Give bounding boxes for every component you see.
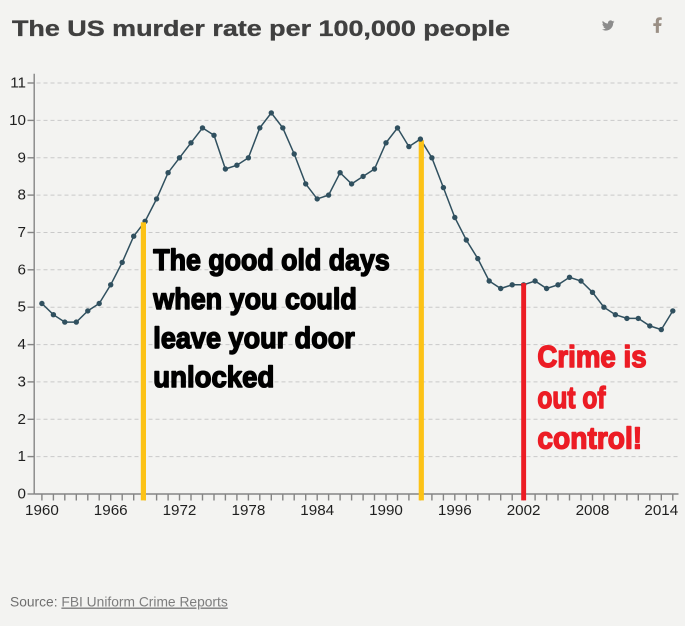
svg-text:1990: 1990: [369, 502, 403, 519]
svg-text:The US murder rate per 100,000: The US murder rate per 100,000 people: [12, 16, 510, 41]
svg-text:2: 2: [18, 411, 26, 428]
svg-text:control!: control!: [537, 421, 642, 456]
svg-text:5: 5: [18, 299, 26, 316]
svg-text:leave your door: leave your door: [153, 322, 355, 355]
svg-text:2002: 2002: [507, 502, 541, 519]
svg-text:6: 6: [18, 261, 26, 278]
svg-text:1984: 1984: [300, 502, 334, 519]
svg-text:7: 7: [18, 224, 26, 241]
svg-text:Source: FBI Uniform Crime Repo: Source: FBI Uniform Crime Reports: [10, 595, 228, 610]
svg-text:when you could: when you could: [152, 283, 356, 316]
svg-text:4: 4: [18, 336, 26, 353]
svg-text:8: 8: [18, 187, 26, 204]
svg-text:2008: 2008: [576, 502, 610, 519]
svg-text:1966: 1966: [94, 502, 128, 519]
svg-text:10: 10: [9, 112, 26, 129]
svg-text:out of: out of: [537, 380, 606, 415]
svg-text:Crime is: Crime is: [537, 339, 646, 374]
svg-text:11: 11: [10, 75, 26, 92]
svg-text:3: 3: [18, 373, 26, 390]
svg-text:1: 1: [18, 448, 26, 465]
svg-text:2014: 2014: [644, 502, 678, 519]
svg-text:1960: 1960: [25, 502, 59, 519]
svg-text:The good old days: The good old days: [153, 244, 389, 277]
svg-text:1978: 1978: [232, 502, 266, 519]
svg-text:1972: 1972: [163, 502, 197, 519]
svg-text:unlocked: unlocked: [153, 361, 274, 394]
svg-text:0: 0: [18, 486, 26, 503]
svg-text:1996: 1996: [438, 502, 472, 519]
svg-text:9: 9: [18, 149, 26, 166]
